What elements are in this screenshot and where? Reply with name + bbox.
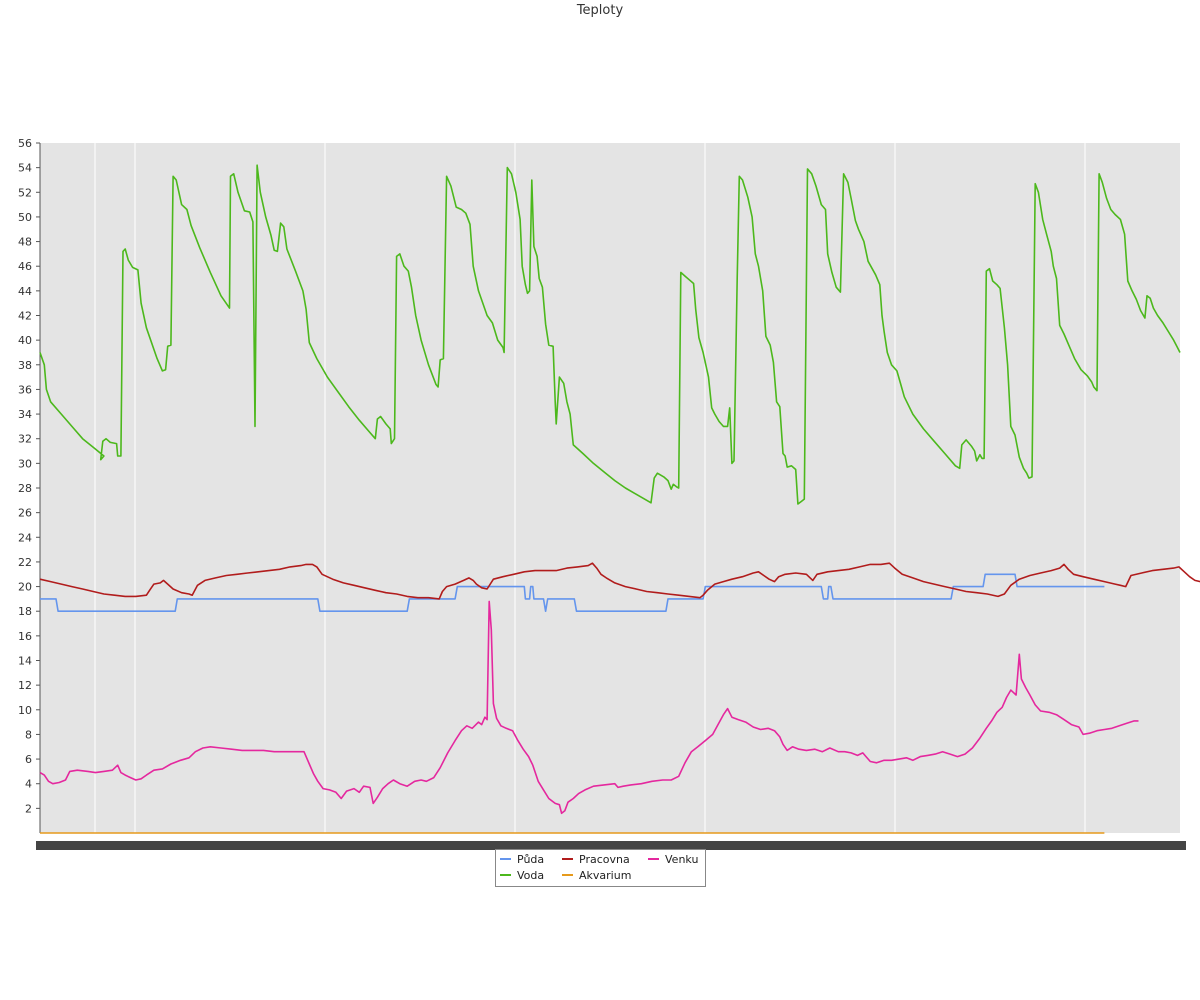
y-tick-label: 38: [18, 359, 32, 372]
y-tick-label: 20: [18, 581, 32, 594]
legend-label-puda: Půda: [517, 853, 545, 866]
y-tick-label: 10: [18, 704, 32, 717]
y-tick-label: 46: [18, 260, 32, 273]
y-tick-label: 8: [25, 728, 32, 741]
x-axis: [36, 841, 1186, 850]
series-line-pracovna: [39, 562, 1200, 600]
y-tick-label: 40: [18, 334, 32, 347]
legend-label-akvarium: Akvarium: [579, 869, 632, 882]
legend-label-voda: Voda: [517, 869, 545, 882]
y-tick-label: 42: [18, 310, 32, 323]
y-tick-label: 52: [18, 186, 32, 199]
y-tick-label: 56: [18, 137, 32, 150]
y-tick-label: 32: [18, 433, 32, 446]
y-tick-label: 4: [25, 778, 32, 791]
legend-item-akvarium: Akvarium: [562, 868, 631, 884]
y-tick-label: 54: [18, 162, 32, 175]
legend-item-pracovna: Pracovna: [562, 852, 630, 868]
series-line-venku: [39, 600, 1139, 815]
chart-title: Teploty: [576, 3, 624, 18]
legend-swatch-pracovna: [562, 858, 573, 860]
legend: Půda Voda Pracovna Akvarium Venku: [495, 849, 706, 887]
legend-swatch-puda: [500, 858, 511, 860]
legend-label-pracovna: Pracovna: [579, 853, 630, 866]
series-line-p-da: [40, 573, 1105, 613]
y-tick-label: 2: [25, 802, 32, 815]
legend-item-venku: Venku: [648, 852, 698, 868]
y-tick-label: 30: [18, 457, 32, 470]
x-axis-labels-band: [36, 841, 1186, 850]
y-tick-label: 44: [18, 285, 32, 298]
y-tick-label: 16: [18, 630, 32, 643]
legend-swatch-voda: [500, 874, 511, 876]
y-tick-label: 26: [18, 507, 32, 520]
legend-label-venku: Venku: [665, 853, 699, 866]
y-tick-label: 18: [18, 605, 32, 618]
y-tick-label: 12: [18, 679, 32, 692]
legend-swatch-akvarium: [562, 874, 573, 876]
series-line-voda: [39, 164, 1181, 505]
y-tick-label: 50: [18, 211, 32, 224]
legend-swatch-venku: [648, 858, 659, 860]
legend-item-voda: Voda: [500, 868, 544, 884]
series-layer: [39, 164, 1200, 834]
y-tick-label: 48: [18, 236, 32, 249]
y-tick-label: 34: [18, 408, 32, 421]
y-tick-label: 36: [18, 383, 32, 396]
legend-item-puda: Půda: [500, 852, 544, 868]
y-tick-label: 6: [25, 753, 32, 766]
y-axis: 2468101214161820222426283032343638404244…: [18, 137, 41, 833]
y-tick-label: 28: [18, 482, 32, 495]
grid-layer: [94, 143, 1086, 833]
y-tick-label: 22: [18, 556, 32, 569]
plot-area: [40, 143, 1180, 833]
y-tick-label: 14: [18, 655, 32, 668]
y-tick-label: 24: [18, 531, 32, 544]
